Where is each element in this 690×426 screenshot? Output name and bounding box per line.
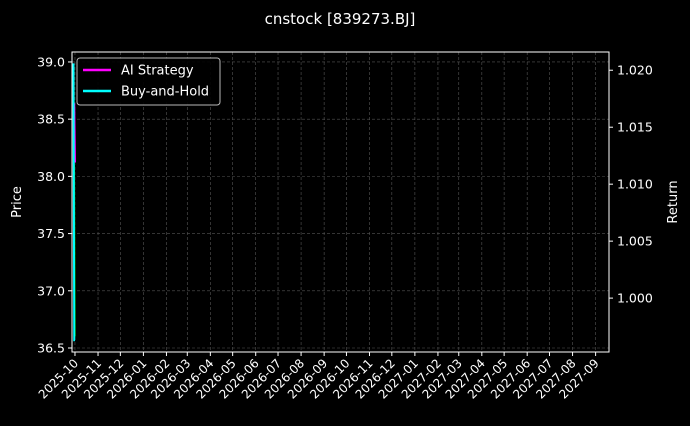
y-tick-label: 37.0	[37, 283, 65, 298]
y2-tick-label: 1.015	[617, 120, 653, 135]
y-axis-left: 36.5 37.0 37.5 38.0 38.5 39.0	[37, 54, 72, 355]
series-lines	[72, 63, 76, 342]
chart-title: cnstock [839273.BJ]	[265, 10, 416, 28]
y2-tick-label: 1.005	[617, 234, 653, 249]
y-tick-label: 38.0	[37, 169, 65, 184]
legend: AI Strategy Buy-and-Hold	[76, 57, 221, 106]
y2-tick-label: 1.000	[617, 291, 653, 306]
legend-label: Buy-and-Hold	[121, 85, 209, 100]
y2-tick-label: 1.010	[617, 177, 653, 192]
y2-tick-label: 1.020	[617, 63, 653, 78]
y2-axis-label: Return	[666, 180, 681, 223]
y-axis-right: 1.000 1.005 1.010 1.015 1.020	[609, 63, 653, 306]
y-tick-label: 38.5	[37, 112, 65, 127]
y-axis-label: Price	[10, 186, 25, 218]
y-tick-label: 37.5	[37, 226, 65, 241]
y-tick-label: 39.0	[37, 54, 65, 69]
legend-label: AI Strategy	[121, 64, 194, 79]
x-axis: 2025-102025-112025-122026-012026-022026-…	[36, 352, 602, 402]
y-tick-label: 36.5	[37, 340, 65, 355]
series-line-buy-and-hold	[72, 63, 76, 342]
plot-frame	[71, 51, 610, 353]
